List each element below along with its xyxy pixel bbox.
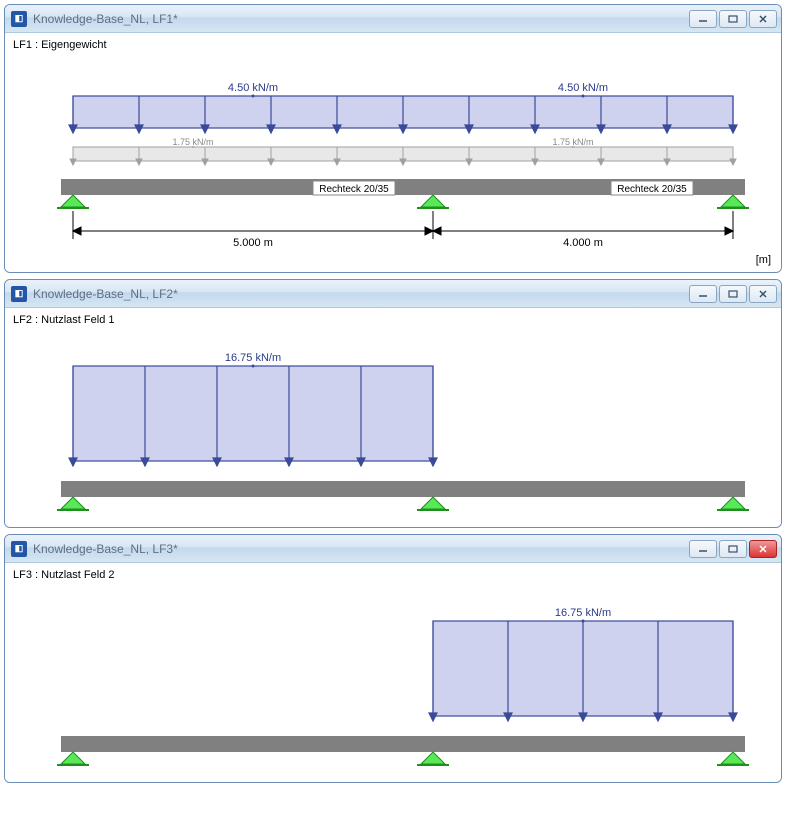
support-icon <box>61 195 85 207</box>
dimension-span2: 4.000 m <box>563 237 603 249</box>
app-icon: ◧ <box>11 11 27 27</box>
support-icon <box>421 752 445 764</box>
beam-diagram-lf3: 16.75 kN/m <box>13 581 773 771</box>
support-icon <box>61 752 85 764</box>
maximize-button[interactable] <box>719 10 747 28</box>
window-lf3: ◧ Knowledge-Base_NL, LF3* LF3 : Nutzlast… <box>4 534 782 783</box>
load-label: 16.75 kN/m <box>225 352 281 364</box>
close-button[interactable] <box>749 285 777 303</box>
window-buttons <box>689 10 777 28</box>
close-button[interactable] <box>749 10 777 28</box>
unit-label: [m] <box>756 254 771 266</box>
minimize-button[interactable] <box>689 540 717 558</box>
viewport-lf1[interactable]: LF1 : Eigengewicht 4.50 kN/m 4.50 <box>5 33 781 272</box>
app-icon: ◧ <box>11 541 27 557</box>
window-title: Knowledge-Base_NL, LF3* <box>33 542 689 556</box>
load-label: 16.75 kN/m <box>555 607 611 619</box>
window-buttons <box>689 540 777 558</box>
window-buttons <box>689 285 777 303</box>
load-label-left: 4.50 kN/m <box>228 82 278 94</box>
window-lf1: ◧ Knowledge-Base_NL, LF1* LF1 : Eigengew… <box>4 4 782 273</box>
load-case-caption: LF3 : Nutzlast Feld 2 <box>13 569 773 581</box>
close-button[interactable] <box>749 540 777 558</box>
load-case-caption: LF2 : Nutzlast Feld 1 <box>13 314 773 326</box>
viewport-lf2[interactable]: LF2 : Nutzlast Feld 1 16.75 kN/m <box>5 308 781 527</box>
support-icon <box>61 497 85 509</box>
viewport-lf3[interactable]: LF3 : Nutzlast Feld 2 16.75 kN/m <box>5 563 781 782</box>
titlebar[interactable]: ◧ Knowledge-Base_NL, LF3* <box>5 535 781 563</box>
maximize-button[interactable] <box>719 285 747 303</box>
self-weight-label-right: 1.75 kN/m <box>552 137 593 147</box>
beam-diagram-lf2: 16.75 kN/m <box>13 326 773 516</box>
window-title: Knowledge-Base_NL, LF2* <box>33 287 689 301</box>
section-tag-right: Rechteck 20/35 <box>617 184 687 195</box>
window-title: Knowledge-Base_NL, LF1* <box>33 12 689 26</box>
beam-diagram-lf1: 4.50 kN/m 4.50 kN/m 1.75 kN/m 1.75 kN/m <box>13 51 773 261</box>
app-icon: ◧ <box>11 286 27 302</box>
beam <box>61 736 745 752</box>
window-lf2: ◧ Knowledge-Base_NL, LF2* LF2 : Nutzlast… <box>4 279 782 528</box>
minimize-button[interactable] <box>689 10 717 28</box>
support-icon <box>421 497 445 509</box>
support-icon <box>721 497 745 509</box>
load-label-right: 4.50 kN/m <box>558 82 608 94</box>
support-icon <box>721 195 745 207</box>
support-icon <box>421 195 445 207</box>
support-icon <box>721 752 745 764</box>
section-tag-left: Rechteck 20/35 <box>319 184 389 195</box>
self-weight-label-left: 1.75 kN/m <box>172 137 213 147</box>
maximize-button[interactable] <box>719 540 747 558</box>
titlebar[interactable]: ◧ Knowledge-Base_NL, LF1* <box>5 5 781 33</box>
titlebar[interactable]: ◧ Knowledge-Base_NL, LF2* <box>5 280 781 308</box>
dimension-span1: 5.000 m <box>233 237 273 249</box>
minimize-button[interactable] <box>689 285 717 303</box>
load-case-caption: LF1 : Eigengewicht <box>13 39 773 51</box>
beam <box>61 481 745 497</box>
